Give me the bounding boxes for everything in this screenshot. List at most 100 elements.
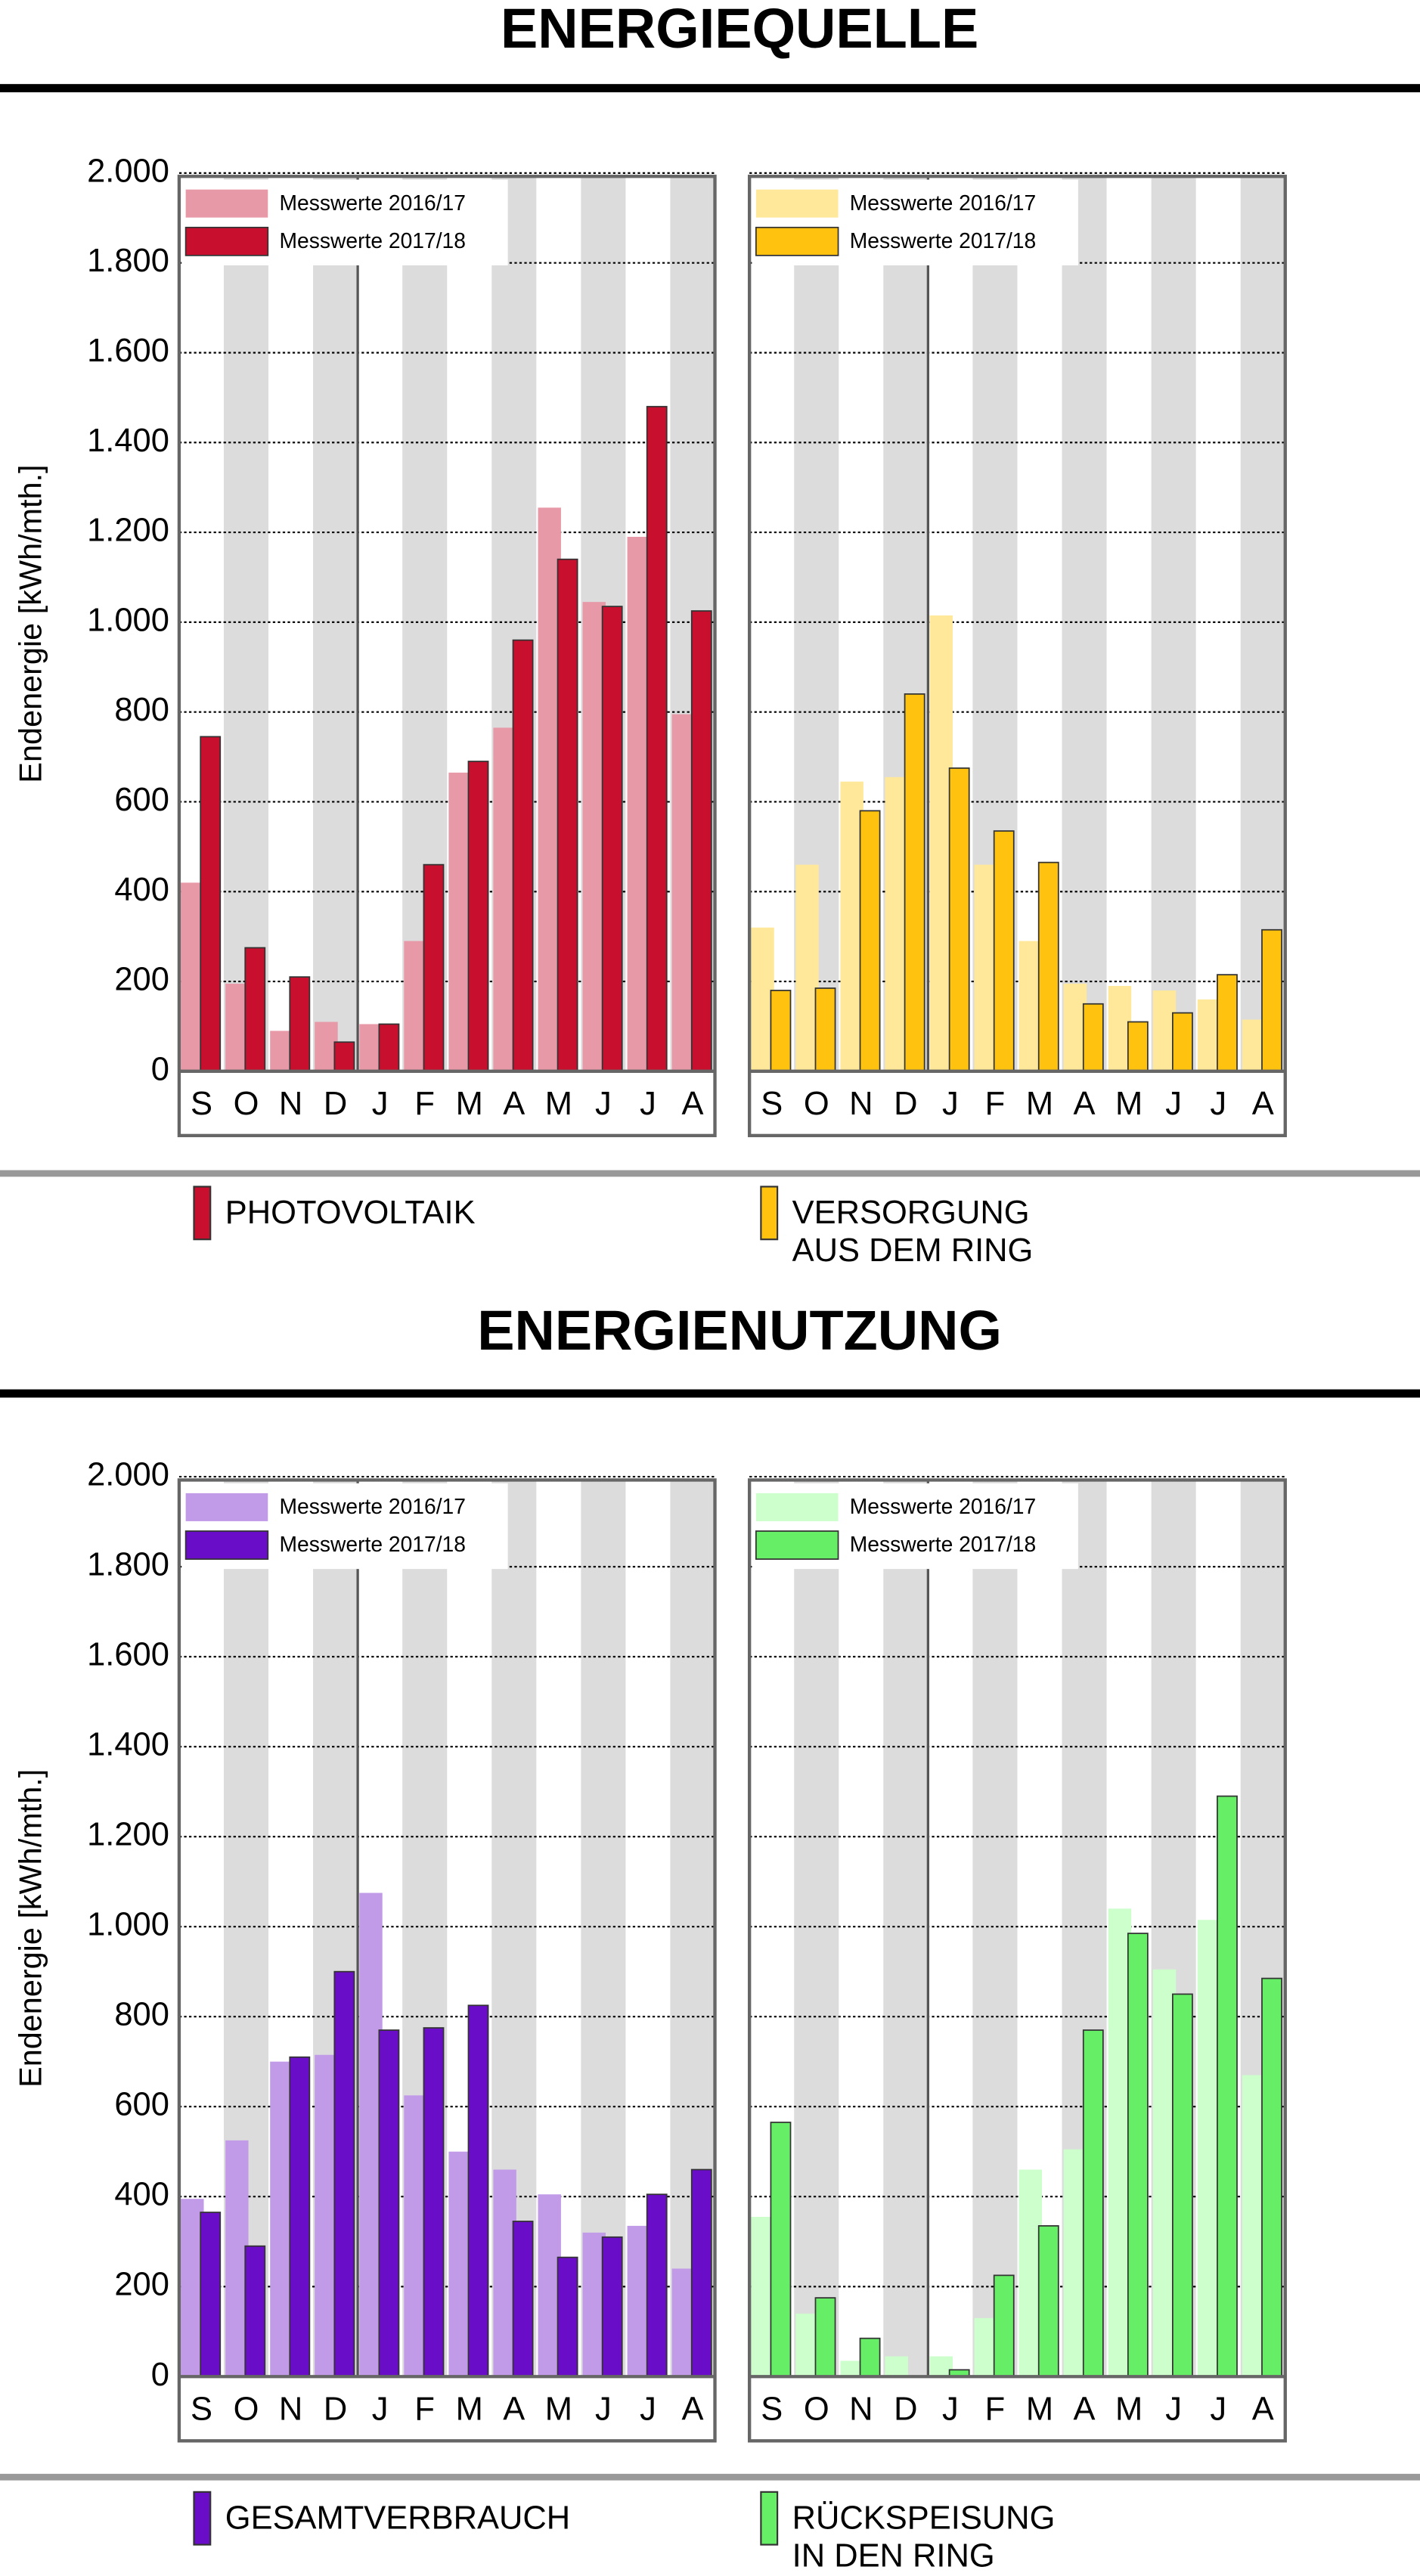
bar bbox=[814, 2297, 836, 2378]
y-tick-label: 200 bbox=[114, 962, 169, 998]
column-stripe bbox=[883, 1480, 929, 2377]
legend-label: Messwerte 2017/18 bbox=[850, 228, 1036, 253]
x-tick-label: J bbox=[1165, 1086, 1182, 1122]
bar bbox=[1082, 2029, 1104, 2378]
legend-swatch bbox=[193, 2491, 212, 2546]
bar bbox=[244, 947, 266, 1072]
bar bbox=[289, 2056, 311, 2378]
x-tick-label: M bbox=[456, 1086, 483, 1122]
bar bbox=[1217, 1795, 1238, 2378]
bar bbox=[904, 693, 925, 1072]
bar bbox=[690, 2168, 712, 2378]
y-tick-label: 1.200 bbox=[87, 1817, 169, 1853]
column-stripe bbox=[313, 176, 358, 1071]
y-tick-label: 1.400 bbox=[87, 1727, 169, 1763]
x-tick-label: D bbox=[324, 1086, 347, 1122]
x-tick-label: D bbox=[894, 1086, 917, 1122]
y-tick-label: 0 bbox=[151, 2357, 169, 2393]
column-stripe bbox=[1240, 176, 1285, 1071]
column-stripe bbox=[581, 1480, 626, 2377]
bar bbox=[1261, 928, 1282, 1072]
bar bbox=[885, 2356, 908, 2377]
bar bbox=[1172, 1012, 1193, 1072]
x-tick-label: A bbox=[1074, 2391, 1096, 2427]
section-title: ENERGIEQUELLE bbox=[501, 0, 978, 60]
y-tick-label: 2.000 bbox=[87, 153, 169, 189]
legend-swatch bbox=[760, 2491, 779, 2546]
x-tick-label: F bbox=[414, 1086, 435, 1122]
legend-label: Messwerte 2016/17 bbox=[850, 191, 1036, 215]
bar bbox=[770, 990, 792, 1072]
x-tick-label: M bbox=[1115, 1086, 1143, 1122]
bar bbox=[993, 830, 1015, 1072]
x-tick-label: M bbox=[545, 1086, 572, 1122]
x-tick-label: M bbox=[545, 2391, 572, 2427]
y-tick-label: 200 bbox=[114, 2267, 169, 2303]
y-tick-label: 2.000 bbox=[87, 1457, 169, 1493]
x-tick-label: A bbox=[1252, 1086, 1274, 1122]
legend-swatch bbox=[193, 1186, 212, 1241]
bar bbox=[840, 2361, 863, 2377]
x-tick-label: F bbox=[985, 2391, 1006, 2427]
x-tick-label: A bbox=[1252, 2391, 1274, 2427]
bar bbox=[378, 1023, 400, 1072]
y-tick-label: 1.600 bbox=[87, 333, 169, 369]
bar bbox=[467, 2004, 489, 2378]
bar bbox=[333, 1970, 355, 2378]
legend-swatch bbox=[185, 1493, 268, 1521]
bar bbox=[244, 2245, 266, 2378]
bar bbox=[512, 639, 534, 1072]
x-tick-label: S bbox=[191, 2391, 212, 2427]
x-tick-label: M bbox=[456, 2391, 483, 2427]
bar bbox=[378, 2029, 400, 2378]
bar bbox=[1172, 1993, 1193, 2378]
bar bbox=[423, 863, 445, 1072]
x-tick-label: N bbox=[849, 1086, 873, 1122]
bar bbox=[859, 2337, 881, 2378]
x-tick-label: O bbox=[234, 1086, 259, 1122]
bar bbox=[646, 405, 668, 1072]
x-tick-label: A bbox=[503, 2391, 525, 2427]
bar bbox=[289, 976, 311, 1072]
legend-swatch bbox=[755, 226, 839, 256]
bar bbox=[646, 2193, 668, 2378]
x-tick-label: M bbox=[1026, 2391, 1053, 2427]
x-tick-label: N bbox=[849, 2391, 873, 2427]
x-tick-label: J bbox=[595, 1086, 612, 1122]
x-tick-label: S bbox=[761, 2391, 783, 2427]
x-tick-label: N bbox=[279, 1086, 302, 1122]
x-tick-label: J bbox=[1210, 2391, 1226, 2427]
bar bbox=[1127, 1021, 1149, 1072]
legend-swatch bbox=[755, 1530, 839, 1560]
legend-swatch bbox=[755, 189, 839, 218]
column-stripe bbox=[794, 1480, 839, 2377]
y-tick-label: 800 bbox=[114, 1997, 169, 2033]
x-tick-label: S bbox=[191, 1086, 212, 1122]
legend-label: Messwerte 2017/18 bbox=[850, 1532, 1036, 1556]
section-title: ENERGIENUTZUNG bbox=[477, 1299, 1002, 1362]
bar bbox=[601, 606, 623, 1072]
y-axis-label: Endenergie [kWh/mth.] bbox=[13, 1769, 48, 2088]
y-tick-label: 1.000 bbox=[87, 1907, 169, 1943]
legend: Messwerte 2016/17 Messwerte 2017/18 bbox=[752, 1483, 1078, 1570]
x-tick-label: A bbox=[1074, 1086, 1096, 1122]
legend-swatch bbox=[185, 189, 268, 218]
y-tick-label: 1.000 bbox=[87, 602, 169, 638]
bar bbox=[333, 1041, 355, 1072]
plot-frame bbox=[177, 1478, 717, 2443]
x-tick-label: O bbox=[804, 2391, 829, 2427]
x-tick-label: F bbox=[414, 2391, 435, 2427]
bar bbox=[770, 2122, 792, 2378]
x-tick-label: J bbox=[1210, 1086, 1226, 1122]
legend: Messwerte 2016/17 Messwerte 2017/18 bbox=[182, 1483, 508, 1570]
bar bbox=[1261, 1977, 1282, 2378]
bar bbox=[1037, 861, 1059, 1072]
y-axis-label: Endenergie [kWh/mth.] bbox=[13, 464, 48, 783]
x-tick-label: M bbox=[1115, 2391, 1143, 2427]
legend-swatch bbox=[184, 226, 269, 256]
x-tick-label: A bbox=[503, 1086, 525, 1122]
legend-swatch bbox=[760, 1186, 779, 1241]
bar bbox=[423, 2027, 445, 2378]
x-tick-label: J bbox=[372, 2391, 389, 2427]
